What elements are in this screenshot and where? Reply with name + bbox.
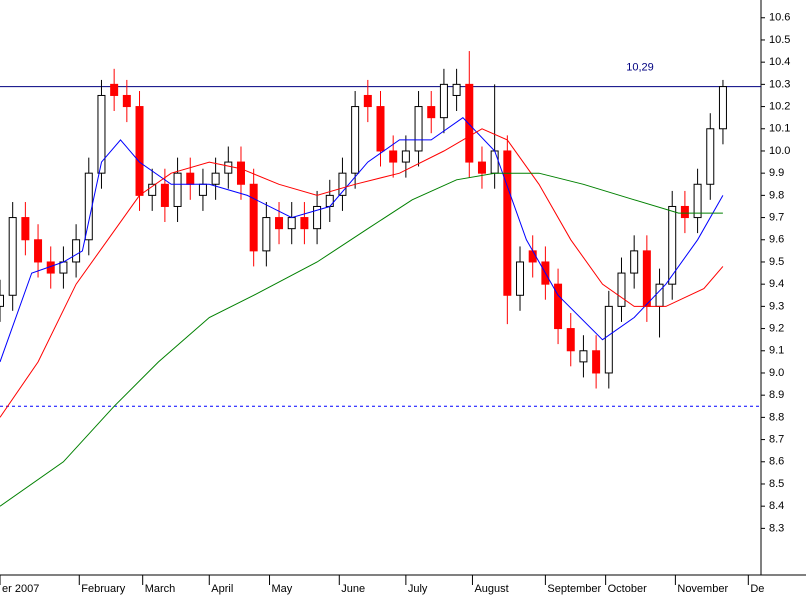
candle-body xyxy=(198,183,207,196)
candle-body xyxy=(401,150,410,163)
candle-body xyxy=(604,305,613,374)
candle-body xyxy=(490,150,499,174)
candle-body xyxy=(211,172,220,185)
candle-body xyxy=(97,94,106,174)
candle-body xyxy=(630,250,639,274)
candle-body xyxy=(275,217,284,230)
y-tick-label: 9.5 xyxy=(769,256,784,268)
reference-label: 10,29 xyxy=(626,61,654,73)
candle-body xyxy=(427,106,436,119)
candle-body xyxy=(452,83,461,96)
candle-body xyxy=(414,106,423,152)
candle-body xyxy=(655,283,664,307)
x-tick-label: October xyxy=(608,583,647,595)
moving-average-line xyxy=(0,172,723,507)
y-tick-label: 8.5 xyxy=(769,478,784,490)
y-tick-label: 8.4 xyxy=(769,500,784,512)
candle-body xyxy=(351,106,360,174)
candle-body xyxy=(236,161,245,185)
x-tick-label: May xyxy=(272,583,293,595)
candle-body xyxy=(59,261,68,274)
y-tick-label: 9.4 xyxy=(769,278,784,290)
x-tick-label: June xyxy=(341,583,365,595)
candle-body xyxy=(439,83,448,119)
candle-body xyxy=(160,183,169,207)
candle-body xyxy=(21,217,30,241)
x-tick-label: July xyxy=(408,583,428,595)
candle-body xyxy=(8,217,17,296)
y-tick-label: 9.7 xyxy=(769,211,784,223)
candle-body xyxy=(84,172,93,241)
y-tick-label: 8.9 xyxy=(769,389,784,401)
y-tick-label: 8.6 xyxy=(769,456,784,468)
moving-average-line xyxy=(0,128,724,418)
y-tick-label: 9.8 xyxy=(769,189,784,201)
candle-body xyxy=(389,150,398,163)
candle-body xyxy=(224,161,233,174)
candle-body xyxy=(680,205,689,219)
y-tick-label: 10.1 xyxy=(769,123,790,135)
y-tick-label: 10.5 xyxy=(769,34,790,46)
candle-body xyxy=(300,217,309,230)
x-tick-label: April xyxy=(211,583,233,595)
candle-body xyxy=(706,128,715,185)
y-tick-label: 9.1 xyxy=(769,345,784,357)
candle-body xyxy=(693,183,702,219)
candle-body xyxy=(72,239,81,263)
candle-body xyxy=(477,161,486,174)
x-tick-label: er 2007 xyxy=(2,583,39,595)
candle-body xyxy=(642,250,651,307)
x-tick-label: August xyxy=(474,583,508,595)
candle-body xyxy=(516,261,525,296)
candle-body xyxy=(249,183,258,252)
candle-body xyxy=(148,183,157,196)
y-tick-label: 9.3 xyxy=(769,300,784,312)
candle-body xyxy=(135,106,144,196)
x-tick-label: September xyxy=(547,583,601,595)
y-tick-label: 10.6 xyxy=(769,12,790,24)
y-tick-label: 10.4 xyxy=(769,56,790,68)
candle-body xyxy=(338,172,347,196)
candle-body xyxy=(287,217,296,230)
candle-body xyxy=(592,350,601,374)
y-tick-label: 8.3 xyxy=(769,522,784,534)
candle-body xyxy=(325,194,334,207)
candle-body xyxy=(122,94,131,108)
candle-body xyxy=(528,250,537,263)
candle-body xyxy=(110,83,119,96)
candle-body xyxy=(718,86,727,130)
candle-body xyxy=(668,205,677,285)
candle-body xyxy=(503,150,512,296)
y-tick-label: 10.2 xyxy=(769,100,790,112)
candle-body xyxy=(363,94,372,108)
x-tick-label: November xyxy=(677,583,728,595)
y-tick-label: 9.0 xyxy=(769,367,784,379)
candle-body xyxy=(566,328,575,352)
y-tick-label: 9.2 xyxy=(769,322,784,334)
candle-body xyxy=(579,350,588,363)
candle-body xyxy=(0,294,4,307)
candle-body xyxy=(173,172,182,207)
x-tick-label: De xyxy=(750,583,764,595)
y-tick-label: 8.8 xyxy=(769,411,784,423)
x-tick-label: February xyxy=(81,583,126,595)
candle-body xyxy=(465,83,474,163)
x-tick-label: March xyxy=(145,583,176,595)
y-tick-label: 9.9 xyxy=(769,167,784,179)
candle-body xyxy=(34,239,43,263)
candle-body xyxy=(313,205,322,230)
y-tick-label: 8.7 xyxy=(769,433,784,445)
candle-body xyxy=(617,272,626,307)
y-tick-label: 10.3 xyxy=(769,78,790,90)
y-tick-label: 9.6 xyxy=(769,234,784,246)
moving-average-line xyxy=(0,117,724,363)
y-tick-label: 10.0 xyxy=(769,145,790,157)
candle-body xyxy=(262,217,271,252)
candle-body xyxy=(186,172,195,185)
candle-body xyxy=(554,283,563,330)
candle-body xyxy=(376,106,385,152)
